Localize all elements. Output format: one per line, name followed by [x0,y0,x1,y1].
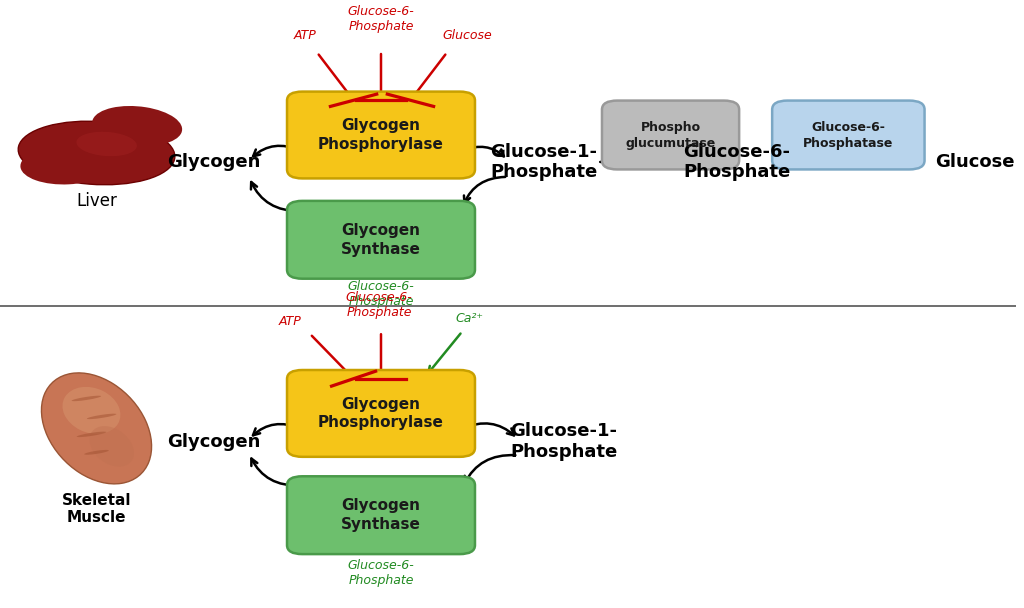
FancyBboxPatch shape [287,370,475,457]
Text: Liver: Liver [76,192,117,210]
FancyBboxPatch shape [287,476,475,554]
Ellipse shape [87,413,117,419]
Ellipse shape [20,145,112,184]
Ellipse shape [77,132,137,156]
Text: Glycogen: Glycogen [167,432,260,451]
FancyBboxPatch shape [602,100,739,170]
Ellipse shape [18,121,175,185]
Text: Glucose-1-
Phosphate: Glucose-1- Phosphate [510,422,617,461]
Text: Glucose-1-
Phosphate: Glucose-1- Phosphate [489,142,597,181]
Text: Glucose-6-
Phosphate: Glucose-6- Phosphate [683,142,791,181]
Ellipse shape [77,432,106,437]
Text: Ca²⁺: Ca²⁺ [456,313,483,325]
Text: Glycogen: Glycogen [167,153,260,171]
Text: ATP: ATP [294,29,316,42]
Text: ATP: ATP [279,315,301,328]
Text: Glycogen
Synthase: Glycogen Synthase [341,499,421,532]
FancyBboxPatch shape [772,100,925,170]
Ellipse shape [62,387,121,434]
Text: Glucose-6-
Phosphatase: Glucose-6- Phosphatase [803,120,894,150]
Text: Glucose: Glucose [936,153,1015,171]
Text: Glucose-6-
Phosphate: Glucose-6- Phosphate [347,559,415,587]
Text: Glucose: Glucose [442,29,493,42]
FancyBboxPatch shape [287,92,475,178]
Ellipse shape [41,373,152,484]
Text: Glycogen
Phosphorylase: Glycogen Phosphorylase [318,118,444,152]
FancyBboxPatch shape [287,201,475,278]
Text: Glucose-6-
Phosphate: Glucose-6- Phosphate [347,280,415,308]
Ellipse shape [89,426,134,466]
Text: Glucose-6-
Phosphate: Glucose-6- Phosphate [345,291,413,319]
Text: Phospho
glucumutase: Phospho glucumutase [626,120,716,150]
Text: Skeletal
Muscle: Skeletal Muscle [61,493,131,525]
Text: Glucose-6-
Phosphate: Glucose-6- Phosphate [347,5,415,33]
Ellipse shape [92,106,182,146]
Text: Glycogen
Synthase: Glycogen Synthase [341,223,421,257]
Text: Glycogen
Phosphorylase: Glycogen Phosphorylase [318,396,444,430]
Ellipse shape [72,396,101,401]
Ellipse shape [84,450,109,455]
